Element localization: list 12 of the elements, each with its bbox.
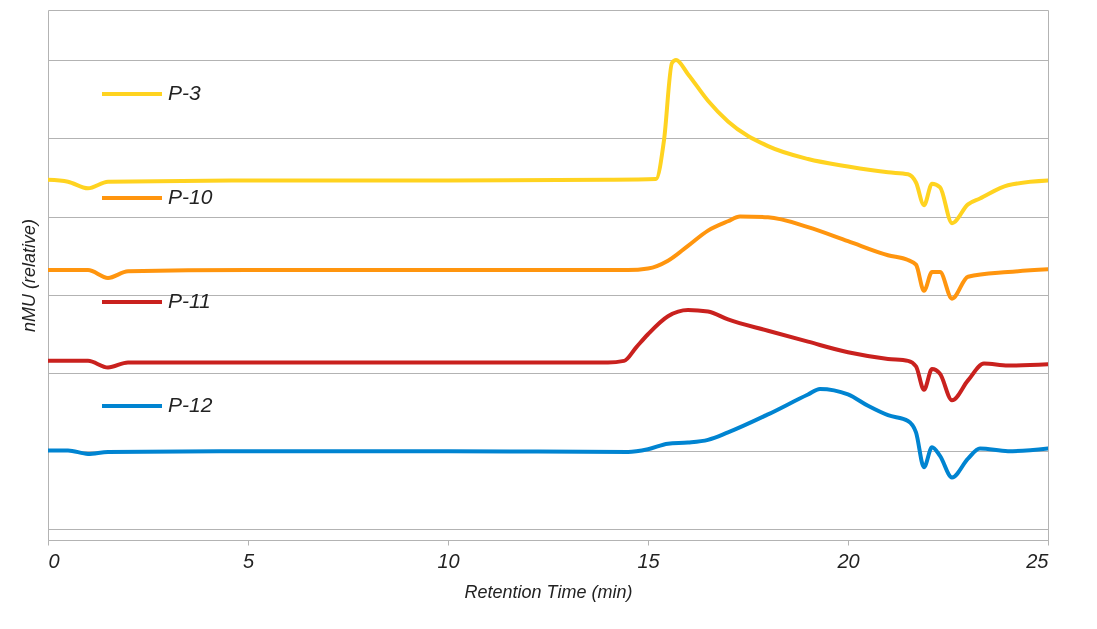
x-axis-title: Retention Time (min) <box>464 581 633 602</box>
legend-label: P-11 <box>168 289 211 312</box>
y-axis-title: nMU (relative) <box>18 218 39 333</box>
x-tick-label: 10 <box>437 549 460 572</box>
x-tick-label: 0 <box>48 549 60 572</box>
legend-label: P-12 <box>168 393 213 416</box>
x-tick-label: 5 <box>242 549 255 572</box>
legend-label: P-3 <box>168 81 201 104</box>
x-tick-label: 25 <box>1025 549 1050 572</box>
x-tick-label: 15 <box>637 549 661 572</box>
legend-label: P-10 <box>168 185 213 208</box>
x-tick-label: 20 <box>836 549 860 572</box>
